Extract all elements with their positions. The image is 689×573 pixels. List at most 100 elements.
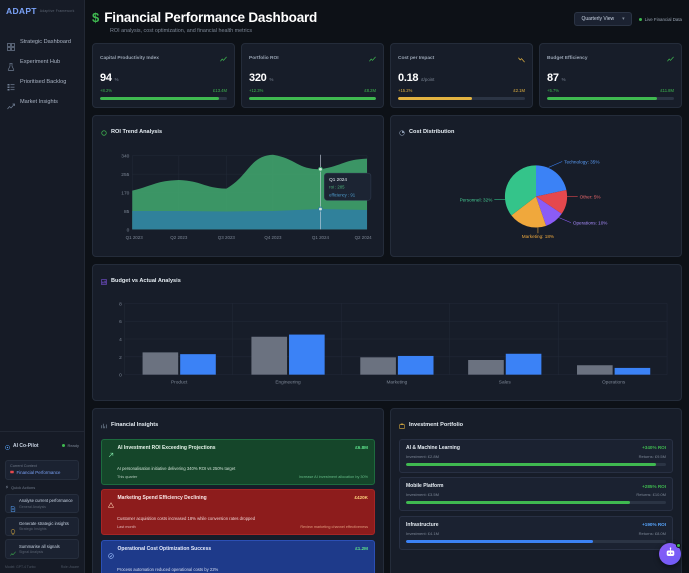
insight-action[interactable]: Increase AI investment allocation by 30% xyxy=(298,474,368,479)
portfolio-progress-track xyxy=(406,539,666,543)
insight-card-ai-investment[interactable]: AI Investment ROI Exceeding Projections … xyxy=(101,438,375,485)
page-subtitle: ROI analysis, cost optimization, and fin… xyxy=(110,27,253,34)
sidebar-item-label: Strategic Dashboard xyxy=(20,39,71,45)
quick-action-label: Summarise all signals xyxy=(19,543,60,549)
x-tick-label: Q1 2023 xyxy=(126,235,144,240)
cost-distribution-panel: Cost Distribution Technology xyxy=(390,114,682,257)
kpi-progress-track xyxy=(249,96,376,100)
kpi-card-budget-efficiency[interactable]: Budget Efficiency 87 % +5.7% £11.8M xyxy=(539,42,682,108)
kpi-unit: % xyxy=(269,76,274,82)
pie-slice-other xyxy=(536,189,568,214)
roi-trend-panel: ROI Trend Analysis 340 255 xyxy=(92,114,384,257)
pie-label-marketing: Marketing: 18% xyxy=(522,234,554,239)
sidebar-nav: Strategic Dashboard Experiment Hub Prior… xyxy=(0,33,84,111)
roi-trend-icon xyxy=(101,123,107,141)
ai-copilot-panel: AI Co-Pilot Ready Current Context Financ… xyxy=(0,430,84,573)
kpi-change: +8.2% xyxy=(100,87,112,93)
portfolio-item-investment: Investment: £3.5M xyxy=(406,492,439,497)
brand[interactable]: ADAPT Adaptive Framework xyxy=(0,3,84,19)
svg-text:6: 6 xyxy=(119,319,122,325)
quick-action-label: Analyse current performance xyxy=(19,498,73,504)
portfolio-item-infrastructure[interactable]: Infrastructure +190% ROI Investment: £4.… xyxy=(399,515,673,550)
portfolio-item-name: Infrastructure xyxy=(406,521,439,528)
kpi-unit: % xyxy=(561,76,566,82)
insight-amount: £420K xyxy=(354,495,368,500)
robot-icon xyxy=(665,545,676,563)
bar-budget-product xyxy=(142,351,179,375)
kpi-label: Budget Efficiency xyxy=(547,56,588,61)
bar-actual-marketing xyxy=(397,355,434,375)
svg-text:170: 170 xyxy=(121,190,129,196)
insight-card-marketing-spend[interactable]: Marketing Spend Efficiency Declining £42… xyxy=(101,489,375,535)
kpi-progress-fill xyxy=(547,96,658,100)
budget-vs-actual-chart[interactable]: 8 6 4 2 0 xyxy=(101,295,673,392)
quick-action-label: Generate strategic insights xyxy=(19,521,69,526)
quick-action-analyse-performance[interactable]: Analyse current performance General Anal… xyxy=(5,493,79,513)
portfolio-item-mobile-platform[interactable]: Mobile Platform +285% ROI Investment: £3… xyxy=(399,477,673,511)
portfolio-item-roi: +190% ROI xyxy=(642,522,666,527)
page-header-left: $ Financial Performance Dashboard ROI an… xyxy=(92,10,317,34)
tooltip-title: Q1 2024 xyxy=(329,176,347,181)
view-selector[interactable]: Quarterly View ▾ xyxy=(574,12,632,26)
kpi-unit: £/point xyxy=(421,76,435,82)
live-data-label: Live Financial Data xyxy=(644,16,682,22)
insight-action[interactable]: Review marketing channel effectiveness xyxy=(300,525,368,529)
brand-name: ADAPT xyxy=(6,6,37,16)
lightbulb-icon xyxy=(10,522,16,534)
pie-label-operations: Operations: 10% xyxy=(573,220,608,225)
charts-row: ROI Trend Analysis 340 255 xyxy=(92,114,682,257)
sidebar-item-label: Prioritised Backlog xyxy=(20,79,67,85)
panel-title: Financial Insights xyxy=(111,421,159,428)
portfolio-item-investment: Investment: £2.8M xyxy=(406,453,439,459)
panel-title: Cost Distribution xyxy=(409,128,455,135)
panel-title: Budget vs Actual Analysis xyxy=(111,277,181,284)
bar-actual-engineering xyxy=(289,334,325,375)
efficiency-datapoint xyxy=(318,206,323,211)
sidebar-item-prioritised-backlog[interactable]: Prioritised Backlog xyxy=(0,73,84,91)
x-tick-label: Q4 2023 xyxy=(264,235,282,240)
bar-budget-operations xyxy=(577,364,613,375)
sidebar: ADAPT Adaptive Framework Strategic Dashb… xyxy=(0,0,85,573)
portfolio-progress-fill xyxy=(406,501,630,504)
trend-up-icon xyxy=(7,98,15,110)
roi-trend-chart[interactable]: 340 255 170 85 0 Q1 2024 roi xyxy=(101,146,375,248)
bar-actual-sales xyxy=(505,353,542,375)
quick-action-summarise-signals[interactable]: Summarise all signals Signal Analysis xyxy=(5,539,79,559)
page-header: $ Financial Performance Dashboard ROI an… xyxy=(92,10,682,34)
sidebar-item-label: Market Insights xyxy=(20,99,58,105)
pie-chart-icon xyxy=(399,123,405,141)
kpi-amount: £8.2M xyxy=(364,87,376,93)
cost-distribution-chart[interactable]: Technology: 35% Personnel: 32% Marketing… xyxy=(399,146,673,248)
sidebar-item-label: Experiment Hub xyxy=(20,59,61,65)
x-tick-label: Engineering xyxy=(275,379,301,385)
flask-icon xyxy=(7,58,15,71)
arrow-up-right-icon xyxy=(108,445,114,463)
kpi-card-capital-productivity-index[interactable]: Capital Productivity Index 94 % +8.2% £1… xyxy=(92,42,235,108)
ai-assistant-fab[interactable] xyxy=(659,543,681,565)
trend-down-icon xyxy=(518,50,525,68)
sidebar-item-market-insights[interactable]: Market Insights xyxy=(0,93,84,111)
view-selector-label: Quarterly View xyxy=(581,16,615,22)
insight-period: Last month xyxy=(117,525,136,529)
grid-icon xyxy=(7,38,15,51)
sidebar-item-experiment-hub[interactable]: Experiment Hub xyxy=(0,53,84,71)
insight-card-operational-cost[interactable]: Operational Cost Optimization Success £1… xyxy=(101,539,375,573)
bar-budget-marketing xyxy=(360,356,396,375)
portfolio-item-ai-machine-learning[interactable]: AI & Machine Learning +340% ROI Investme… xyxy=(399,438,673,473)
kpi-label: Portfolio ROI xyxy=(249,56,279,61)
pie-slice-personnel xyxy=(504,164,536,215)
sidebar-item-strategic-dashboard[interactable]: Strategic Dashboard xyxy=(0,33,84,51)
insight-description: Customer acquisition costs increased 18%… xyxy=(117,516,256,521)
bar-chart-icon xyxy=(101,272,107,290)
x-tick-label: Q2 2023 xyxy=(170,235,188,240)
quick-action-generate-insights[interactable]: Generate strategic insights Strategic In… xyxy=(5,516,79,536)
chevron-down-icon: ▾ xyxy=(622,16,625,22)
document-icon xyxy=(10,499,16,512)
kpi-card-portfolio-roi[interactable]: Portfolio ROI 320 % +12.3% £8.2M xyxy=(241,42,384,108)
kpi-card-cost-per-impact[interactable]: Cost per Impact 0.18 £/point +15.2% £2.1… xyxy=(390,42,533,108)
kpi-amount: £2.1M xyxy=(513,87,525,93)
x-tick-label: Marketing xyxy=(386,379,407,385)
portfolio-item-name: AI & Machine Learning xyxy=(406,444,460,451)
bar-budget-engineering xyxy=(251,336,288,375)
